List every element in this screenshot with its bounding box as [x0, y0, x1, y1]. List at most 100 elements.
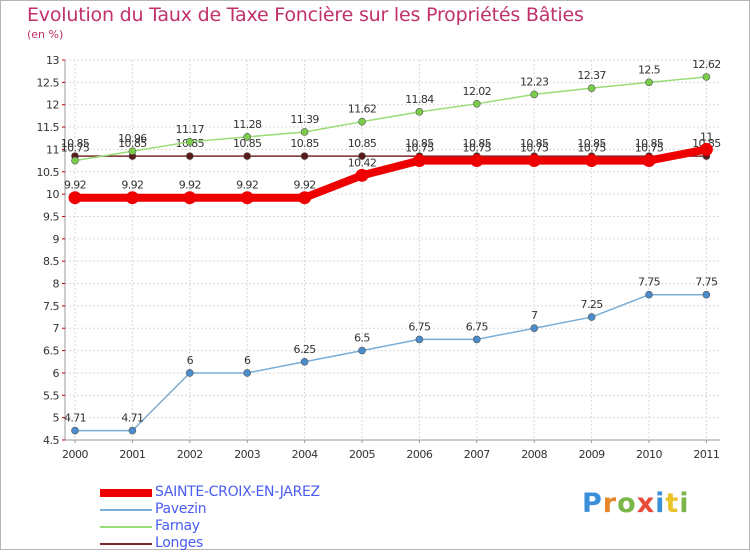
data-label-farnay: 12.02: [463, 85, 492, 98]
data-point-sainte-croix-en-jarez: [642, 154, 656, 168]
data-label-longes: 10.85: [233, 137, 262, 150]
y-tick-label: 13: [46, 54, 59, 67]
data-label-sainte-croix-en-jarez: 10.75: [635, 142, 664, 155]
data-label-longes: 10.85: [577, 137, 606, 150]
data-label-sainte-croix-en-jarez: 10.75: [463, 142, 492, 155]
data-label-sainte-croix-en-jarez: 9.92: [236, 179, 258, 192]
legend-item-farnay: Farnay: [100, 518, 400, 535]
data-point-sainte-croix-en-jarez: [183, 191, 197, 205]
data-label-pavezin: 4.71: [64, 412, 86, 425]
data-label-sainte-croix-en-jarez: 10.75: [520, 142, 549, 155]
chart-title: Evolution du Taux de Taxe Foncière sur l…: [27, 4, 584, 26]
data-point-farnay: [71, 156, 79, 165]
data-point-farnay: [415, 108, 424, 116]
x-tick-label: 2009: [579, 448, 605, 461]
logo-letter: o: [617, 488, 637, 519]
logo-letter: t: [665, 488, 680, 519]
x-tick-label: 2008: [521, 448, 547, 461]
data-point-sainte-croix-en-jarez: [470, 154, 484, 168]
x-tick-label: 2003: [234, 448, 260, 461]
data-label-farnay: 11.84: [405, 93, 434, 106]
data-label-pavezin: 6.75: [466, 320, 489, 333]
legend-label-longes: Longes: [155, 535, 203, 551]
data-label-sainte-croix-en-jarez: 9.92: [64, 179, 86, 192]
series-line-sainte-croix-en-jarez: [75, 145, 708, 202]
data-label-longes: 10.85: [405, 137, 434, 150]
data-label-longes: 10.85: [463, 137, 492, 150]
y-tick-label: 8: [53, 278, 60, 291]
legend-label-farnay: Farnay: [155, 518, 200, 534]
x-tick-label: 2011: [693, 448, 719, 461]
data-point-farnay: [587, 84, 596, 92]
y-tick-label: 6.5: [43, 345, 59, 358]
legend-item-pavezin: Pavezin: [100, 501, 400, 518]
logo-letter: r: [602, 488, 618, 519]
logo-letter: i: [655, 488, 666, 519]
data-point-farnay: [358, 117, 366, 126]
y-axis-unit: (en %): [27, 28, 64, 41]
data-label-farnay: 12.62: [692, 58, 721, 71]
data-point-farnay: [472, 100, 481, 108]
data-point-farnay: [128, 147, 137, 155]
data-label-farnay: 12.23: [520, 75, 549, 88]
data-point-sainte-croix-en-jarez: [355, 168, 369, 182]
proxiti-logo: Proxiti: [582, 488, 690, 519]
data-point-pavezin: [186, 369, 194, 377]
data-label-longes: 10.85: [61, 137, 90, 150]
x-tick-label: 2004: [292, 448, 318, 461]
data-label-longes: 10.85: [635, 137, 664, 150]
data-point-sainte-croix-en-jarez: [68, 191, 82, 205]
data-label-pavezin: 7.75: [695, 276, 718, 289]
data-label-pavezin: 7.25: [581, 298, 604, 311]
y-tick-label: 5.5: [43, 389, 59, 402]
data-point-farnay: [186, 138, 194, 146]
y-tick-label: 6: [53, 367, 60, 380]
data-point-pavezin: [300, 357, 309, 366]
data-point-pavezin: [530, 324, 539, 333]
data-point-sainte-croix-en-jarez: [699, 142, 713, 156]
legend-swatch-farnay: [100, 526, 152, 528]
data-label-sainte-croix-en-jarez: 9.92: [121, 179, 143, 192]
data-point-pavezin: [128, 426, 137, 435]
y-tick-label: 11.5: [37, 121, 60, 134]
data-label-sainte-croix-en-jarez: 9.92: [179, 179, 201, 192]
data-label-longes: 10.85: [520, 137, 549, 150]
y-tick-label: 9: [53, 233, 60, 246]
x-tick-label: 2000: [62, 448, 88, 461]
y-tick-label: 10.5: [37, 166, 60, 179]
data-point-sainte-croix-en-jarez: [412, 154, 426, 168]
x-tick-label: 2001: [119, 448, 145, 461]
data-point-sainte-croix-en-jarez: [298, 191, 312, 205]
data-label-sainte-croix-en-jarez: 10.75: [577, 142, 606, 155]
data-point-longes: [300, 152, 309, 160]
data-point-farnay: [645, 78, 653, 87]
data-point-sainte-croix-en-jarez: [125, 191, 139, 205]
data-label-pavezin: 6.5: [354, 332, 370, 345]
y-tick-label: 12: [46, 99, 59, 112]
data-label-sainte-croix-en-jarez: 10.75: [405, 142, 434, 155]
y-tick-label: 12.5: [37, 76, 60, 89]
data-label-farnay: 11.39: [290, 113, 319, 126]
data-label-pavezin: 6.75: [408, 320, 431, 333]
legend-swatch-pavezin: [100, 509, 152, 511]
data-label-pavezin: 7.75: [638, 276, 661, 289]
legend-swatch-sainte-croix-en-jarez: [100, 489, 152, 497]
data-point-sainte-croix-en-jarez: [527, 154, 541, 168]
data-label-pavezin: 6: [244, 354, 251, 367]
data-point-pavezin: [71, 426, 79, 435]
data-point-longes: [358, 152, 366, 160]
x-tick-label: 2007: [464, 448, 490, 461]
series-line-farnay: [74, 76, 707, 162]
data-point-longes: [243, 152, 251, 160]
legend-item-sainte-croix-en-jarez: SAINTE-CROIX-EN-JAREZ: [100, 484, 400, 501]
data-point-farnay: [243, 133, 251, 141]
data-point-pavezin: [415, 335, 424, 344]
legend: SAINTE-CROIX-EN-JAREZ Pavezin Farnay Lon…: [100, 484, 400, 552]
data-label-pavezin: 7: [531, 309, 538, 322]
y-tick-label: 10: [46, 188, 59, 201]
data-label-pavezin: 4.71: [121, 412, 143, 425]
legend-label-sainte-croix-en-jarez: SAINTE-CROIX-EN-JAREZ: [155, 484, 320, 500]
data-point-pavezin: [358, 346, 366, 355]
legend-label-pavezin: Pavezin: [155, 501, 207, 517]
data-point-pavezin: [243, 369, 251, 377]
